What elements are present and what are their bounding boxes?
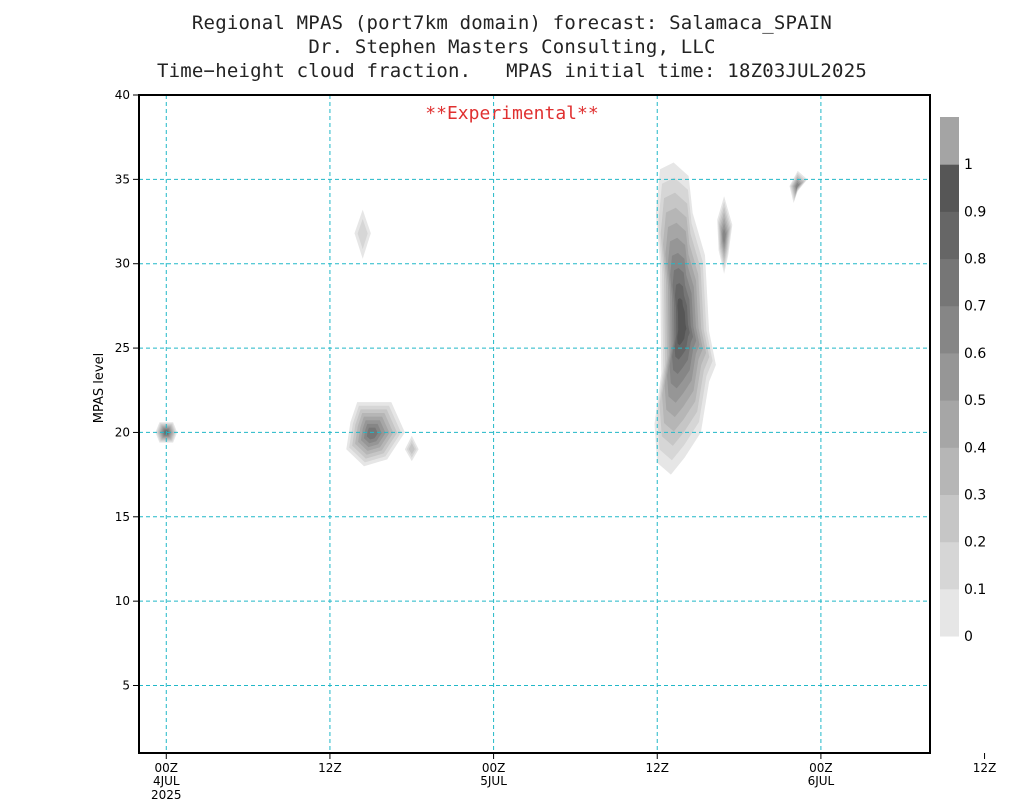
colorbar-label-2: 0.2	[964, 535, 986, 551]
colorbar: 0 0.1 0.2 0.3 0.4 0.5 0.6 0.7 0.8 0.9 1	[940, 117, 986, 645]
colorbar-swatch-6	[940, 305, 959, 354]
colorbar-swatch-1	[940, 541, 959, 590]
y-tick-label-10: 10	[115, 594, 130, 608]
colorbar-swatch-4	[940, 400, 959, 448]
cloud-patch-3	[346, 402, 405, 467]
cloud-patch-5	[654, 162, 716, 475]
experimental-watermark: **Experimental**	[425, 103, 599, 124]
x-tick-label-42: 12Z	[645, 761, 669, 775]
cloud-patch-4-contour-2	[408, 443, 415, 455]
cloud-patch-6	[717, 196, 733, 274]
colorbar-label-9: 0.9	[964, 204, 986, 220]
cloud-patch-5-contour-9	[677, 298, 687, 346]
colorbar-swatch-7	[940, 258, 959, 307]
cloud-patch-2-contour-1	[357, 219, 368, 250]
colorbar-swatch-3	[940, 447, 959, 495]
colorbar-swatch-10	[940, 117, 959, 165]
colorbar-label-3: 0.3	[964, 487, 986, 503]
cloud-patch-6-contour-6	[722, 228, 726, 245]
x-tick-label-6: 00Z	[155, 761, 179, 775]
colorbar-label-0: 0	[964, 629, 973, 645]
x-tick-year-6: 2025	[151, 788, 182, 800]
x-tick-label-18: 12Z	[318, 761, 342, 775]
y-tick-label-25: 25	[115, 341, 130, 355]
x-tick-date-30: 5JUL	[480, 774, 507, 788]
y-tick-label-5: 5	[122, 679, 130, 693]
y-axis-label: MPAS level	[92, 353, 107, 423]
cloud-fraction-layer	[155, 162, 808, 475]
chart-title-line-3: Time−height cloud fraction. MPAS initial…	[157, 60, 867, 82]
x-tick-label-30: 00Z	[482, 761, 506, 775]
colorbar-label-7: 0.7	[964, 299, 986, 315]
cloud-patch-3-contour-7	[366, 427, 378, 440]
x-tick-date-6: 4JUL	[153, 774, 180, 788]
chart-title-line-2: Dr. Stephen Masters Consulting, LLC	[308, 36, 716, 58]
colorbar-label-8: 0.8	[964, 252, 986, 268]
colorbar-label-5: 0.5	[964, 393, 986, 409]
y-tick-label-35: 35	[115, 172, 130, 186]
colorbar-label-4: 0.4	[964, 440, 986, 456]
colorbar-label-6: 0.6	[964, 346, 986, 362]
y-tick-label-15: 15	[115, 510, 130, 524]
colorbar-label-1: 0.1	[964, 582, 986, 598]
x-tick-date-54: 6JUL	[808, 774, 835, 788]
chart-title-line-1: Regional MPAS (port7km domain) forecast:…	[191, 12, 833, 34]
y-tick-label-40: 40	[115, 88, 130, 102]
cloud-patch-7	[789, 170, 808, 203]
x-tick-label-54: 00Z	[809, 761, 833, 775]
cloud-patch-7-contour-6	[795, 182, 800, 190]
y-tick-label-20: 20	[115, 425, 130, 439]
colorbar-label-10: 1	[964, 157, 973, 173]
grid-layer	[139, 95, 930, 753]
colorbar-swatch-0	[940, 588, 959, 637]
colorbar-swatch-8	[940, 211, 959, 260]
y-tick-label-30: 30	[115, 257, 130, 271]
cloud-patch-4	[404, 435, 419, 462]
plot-frame	[138, 94, 931, 754]
colorbar-swatch-2	[940, 494, 959, 543]
colorbar-swatch-9	[940, 164, 959, 212]
colorbar-swatch-5	[940, 352, 959, 401]
x-tick-label-66: 12Z	[973, 761, 997, 775]
cloud-patch-2	[354, 209, 371, 259]
